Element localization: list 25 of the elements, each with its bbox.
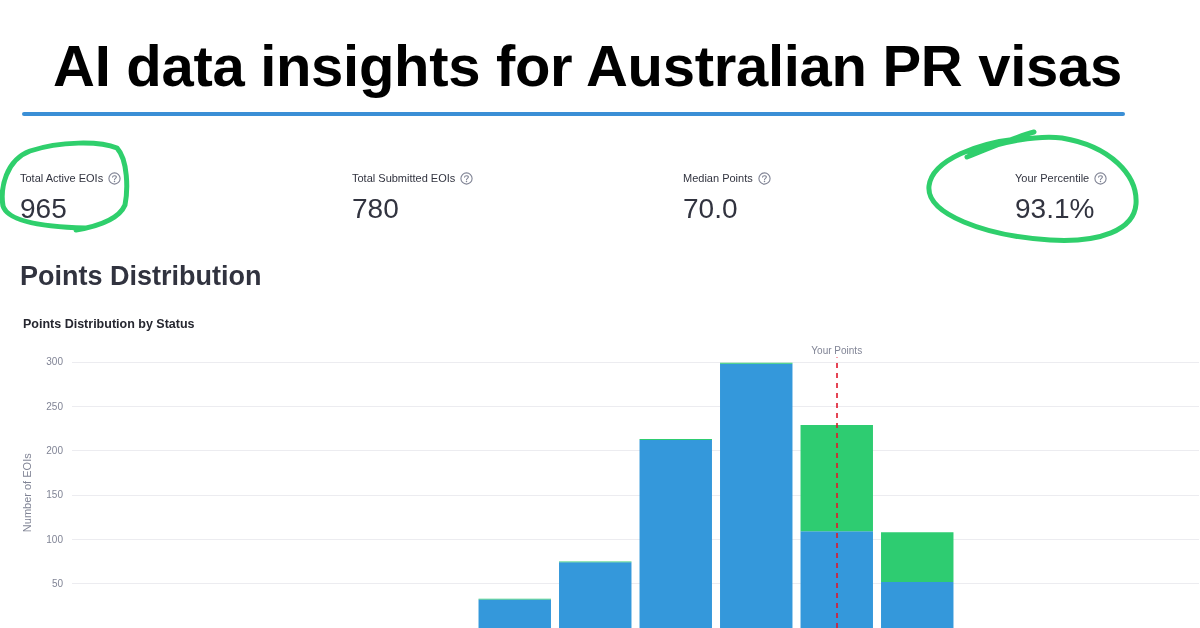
chart-subtitle: Points Distribution by Status	[23, 316, 195, 332]
category-label: Total Submitted EOIs	[352, 171, 456, 186]
text: 70.0	[683, 193, 738, 224]
y-tick-label: 100	[46, 533, 64, 545]
bar	[720, 363, 793, 628]
category-label: Median Points	[683, 171, 753, 186]
y-tick-label: 250	[46, 400, 64, 412]
category-label: Your Percentile	[1015, 171, 1090, 186]
bar	[881, 581, 954, 628]
bar	[478, 599, 551, 628]
y-tick-label: 200	[46, 445, 64, 457]
y-tick-label: 300	[46, 356, 64, 368]
bar	[881, 532, 954, 582]
text: 93.1%	[1015, 193, 1095, 224]
chart-title: Points Distribution	[20, 260, 262, 292]
bar	[559, 562, 632, 628]
y-tick-label: 150	[46, 489, 64, 501]
y-axis-title: Number of EOIs	[20, 452, 33, 533]
text: AI data insights for Australian PR visas	[52, 33, 1123, 99]
bar	[800, 424, 873, 532]
text: Your Points	[811, 345, 863, 356]
bar	[639, 439, 712, 628]
text: 780	[352, 193, 399, 224]
bar	[800, 531, 873, 628]
y-tick-label: 50	[51, 578, 64, 590]
